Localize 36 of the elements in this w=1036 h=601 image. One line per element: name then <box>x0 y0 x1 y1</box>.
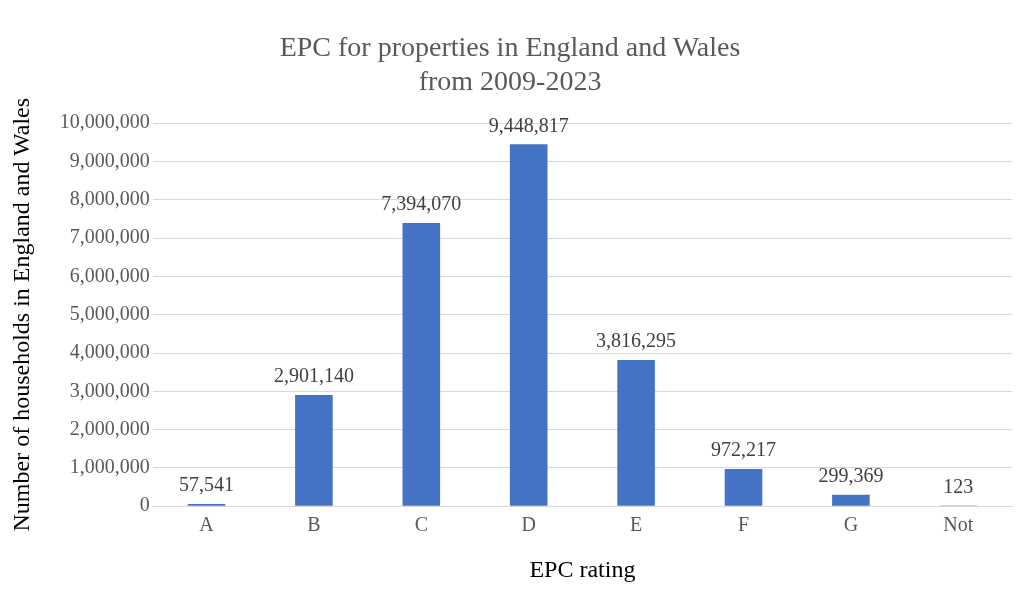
x-tick-label: G <box>843 513 859 536</box>
x-tick-label: A <box>199 513 215 536</box>
data-label: 299,369 <box>818 463 884 486</box>
y-tick-label: 4,000,000 <box>69 340 150 363</box>
y-tick-label: 5,000,000 <box>69 301 150 324</box>
x-tick-label: D <box>521 513 536 536</box>
data-label: 2,901,140 <box>273 364 354 387</box>
bar <box>724 468 763 506</box>
y-tick-label: 8,000,000 <box>69 187 150 210</box>
bar <box>509 144 548 506</box>
data-label: 123 <box>943 475 974 498</box>
data-label: 972,217 <box>711 438 776 461</box>
x-tick-label: E <box>629 513 643 536</box>
y-tick-label: 9,000,000 <box>69 148 150 171</box>
y-tick-label: 6,000,000 <box>69 263 150 286</box>
x-axis-title: EPC rating <box>529 555 636 582</box>
chart-title: EPC for properties in England and Wales from 2009-2023 <box>279 31 741 96</box>
data-label: 57,541 <box>179 473 234 496</box>
data-label: 3,816,295 <box>596 329 677 352</box>
data-label: 7,394,070 <box>381 192 462 215</box>
y-tick-label: 10,000,000 <box>59 110 150 133</box>
y-tick-label: 1,000,000 <box>69 455 150 478</box>
data-label: 9,448,817 <box>488 113 569 136</box>
x-tick-label: F <box>737 513 750 536</box>
x-tick-label: C <box>414 513 428 536</box>
y-axis-title: Number of households in England and Wales <box>7 97 34 532</box>
x-tick-label: B <box>307 513 321 536</box>
bar <box>295 395 333 506</box>
y-tick-label: 0 <box>139 493 150 516</box>
bar <box>617 360 655 506</box>
x-tick-label: Not <box>943 513 974 536</box>
y-tick-label: 7,000,000 <box>69 225 150 248</box>
bar <box>402 223 441 506</box>
y-tick-label: 3,000,000 <box>69 378 150 401</box>
y-tick-label: 2,000,000 <box>69 416 150 439</box>
bar <box>832 494 870 506</box>
